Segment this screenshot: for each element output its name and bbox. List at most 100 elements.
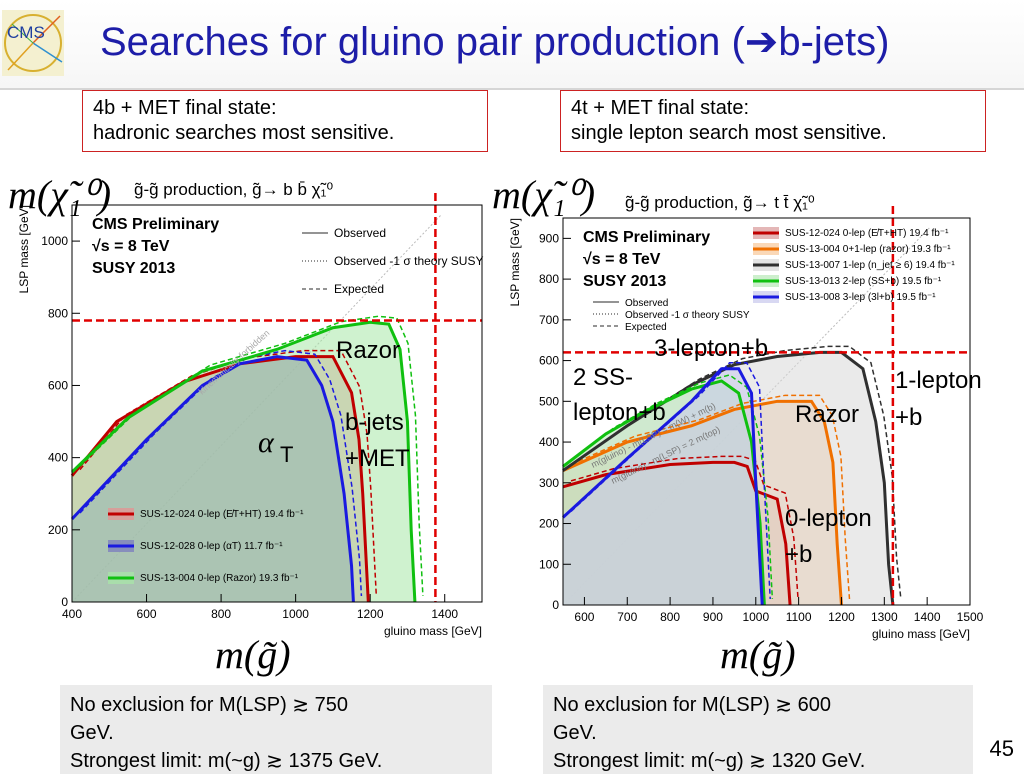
chart2-xtick-label: 1500: [957, 610, 984, 624]
chart1-series-3-fill: [72, 322, 415, 602]
chart2-annotation-razor: Razor: [795, 401, 859, 428]
chart2-annotation-2ss: 2 SS-: [573, 364, 633, 391]
chart2-ylabel: LSP mass [GeV]: [508, 218, 522, 306]
page-number: 45: [989, 736, 1014, 761]
left-info-line2: hadronic searches most sensitive.: [93, 122, 395, 144]
chart2-xtick-label: 1300: [871, 610, 898, 624]
right-footer-line2: GeV.: [553, 722, 597, 744]
right-info-line2: single lepton search most sensitive.: [571, 122, 887, 144]
chart2-style-legend-label: Observed -1 σ theory SUSY: [625, 310, 750, 321]
chart1-header-line: √s = 8 TeV: [92, 238, 170, 255]
chart1-series-3-observed-line: [70, 320, 417, 603]
chart1-annotation-razor: Razor: [336, 337, 400, 364]
right-footer-line3: Strongest limit: m(~g) ≳ 1320 GeV.: [553, 750, 866, 772]
chart1-xtick-label: 400: [62, 607, 82, 621]
chart1-style-legend-label: Expected: [334, 282, 384, 296]
chart1-header-line: CMS Preliminary: [92, 216, 219, 233]
left-info-line1: 4b + MET final state:: [93, 97, 277, 119]
chart2-ytick-label: 500: [539, 394, 559, 408]
left-footer: No exclusion for M(LSP) ≳ 750 GeV. Stron…: [60, 685, 492, 774]
chart2-legend-label: SUS-13-008 3-lep (3l+b) 19.5 fb⁻¹: [785, 292, 936, 303]
chart1-ytick-label: 600: [48, 378, 68, 392]
right-footer: No exclusion for M(LSP) ≳ 600 GeV. Stron…: [543, 685, 973, 774]
chart2-xtick-label: 1000: [742, 610, 769, 624]
chart2-legend-label: SUS-13-004 0+1-lep (razor) 19.3 fb⁻¹: [785, 244, 951, 255]
right-x-axis-symbol: m(g̃): [720, 632, 796, 677]
chart1-series-2-observed-line: [70, 355, 355, 603]
chart1-xtick-label: 1000: [282, 607, 309, 621]
chart1-xlabel: gluino mass [GeV]: [384, 624, 482, 638]
chart2-frame: [562, 217, 971, 606]
chart2-xtick-label: 600: [574, 610, 594, 624]
left-footer-line2: GeV.: [70, 722, 114, 744]
chart1-series-2-expected-line: [79, 349, 363, 597]
left-footer-line1: No exclusion for M(LSP) ≳ 750: [70, 694, 348, 716]
chart1-style-legend-label: Observed -1 σ theory SUSY: [334, 254, 483, 268]
left-x-axis-symbol: m(g̃): [215, 632, 291, 677]
chart2-ytick-label: 600: [539, 354, 559, 368]
chart2-series-2-expected-line: [570, 394, 851, 600]
chart1-annotation-bjets: b-jets: [345, 409, 404, 436]
chart2-header-line: √s = 8 TeV: [583, 251, 661, 268]
chart1-header-line: SUSY 2013: [92, 260, 175, 277]
chart2-ytick-label: 800: [539, 272, 559, 286]
chart1-legend-label: SUS-13-004 0-lep (Razor) 19.3 fb⁻¹: [140, 573, 299, 584]
right-info-box: 4t + MET final state: single lepton sear…: [560, 90, 986, 152]
chart1-ytick-label: 400: [48, 451, 68, 465]
chart2-series-3-expected-line: [570, 345, 902, 600]
chart1-xtick-label: 600: [137, 607, 157, 621]
chart1-annotation-met: +MET: [345, 445, 410, 472]
chart2-ytick-label: 300: [539, 476, 559, 490]
chart2-series-2-observed-line: [562, 399, 843, 606]
left-y-axis-symbol: m(χ̃₁⁰): [8, 172, 111, 217]
chart1-series-1-expected-line: [79, 349, 378, 597]
chart1-ytick-label: 0: [61, 595, 68, 609]
chart2-ytick-label: 900: [539, 231, 559, 245]
cms-logo-text: CMS: [7, 23, 45, 42]
chart2-xtick-label: 1100: [786, 610, 812, 624]
chart2-header-line: SUSY 2013: [583, 273, 666, 290]
chart2-series-1-expected-line: [570, 455, 799, 600]
left-info-box: 4b + MET final state: hadronic searches …: [82, 90, 488, 152]
chart1-legend-label: SUS-12-028 0-lep (αT) 11.7 fb⁻¹: [140, 541, 283, 552]
chart2-series-5-fill: [563, 368, 763, 605]
chart2-annotation-0lep-b: +b: [785, 541, 812, 568]
chart1-style-legend-label: Observed: [334, 226, 386, 240]
chart1-legend-label: SUS-12-024 0-lep (E̸T+HT) 19.4 fb⁻¹: [140, 508, 304, 520]
slide-title: Searches for gluino pair production (➔b-…: [100, 20, 890, 64]
chart1-annotation-alpha: α: [258, 426, 275, 459]
chart2-xtick-label: 1200: [828, 610, 855, 624]
chart2-series-5-expected-line: [570, 361, 771, 600]
chart2-annotation-1lep: 1-lepton: [895, 367, 982, 394]
chart1-xtick-label: 800: [211, 607, 231, 621]
chart2-style-legend-label: Expected: [625, 322, 667, 333]
chart1-xtick-label: 1200: [357, 607, 384, 621]
chart1-ylabel: LSP mass [GeV]: [17, 205, 31, 293]
cms-logo: CMS: [2, 10, 64, 76]
slide-header: CMS Searches for gluino pair production …: [0, 0, 1024, 90]
chart2-annotation-2ss-b: lepton+b: [573, 399, 666, 426]
chart2-ytick-label: 400: [539, 435, 559, 449]
right-y-axis-symbol: m(χ̃₁⁰): [492, 172, 595, 217]
chart2-xtick-label: 800: [660, 610, 680, 624]
chart2-series-5-observed-line: [561, 367, 764, 606]
chart2-legend-label: SUS-12-024 0-lep (E̸T+HT) 19.4 fb⁻¹: [785, 227, 949, 239]
chart2-annotation-1lep-b: +b: [895, 404, 922, 431]
chart2-ytick-label: 0: [552, 598, 559, 612]
chart1-ytick-label: 800: [48, 306, 68, 320]
chart2-xtick-label: 1400: [914, 610, 941, 624]
chart1-ytick-label: 1000: [41, 234, 68, 248]
chart1-annotation-t: T: [280, 442, 293, 467]
chart2-xtick-label: 700: [617, 610, 637, 624]
chart2-legend-label: SUS-13-013 2-lep (SS+b) 19.5 fb⁻¹: [785, 276, 942, 287]
chart2-title: g̃-g̃ production, g̃→ t t̄ χ̃₁⁰: [625, 193, 815, 212]
chart2-xtick-label: 900: [703, 610, 723, 624]
chart2-xlabel: gluino mass [GeV]: [872, 627, 970, 641]
chart1-title: g̃-g̃ production, g̃→ b b̄ χ̃₁⁰: [134, 180, 333, 199]
chart2-annotation-0lep: 0-lepton: [785, 505, 872, 532]
chart2-ytick-label: 200: [539, 517, 559, 531]
right-footer-line1: No exclusion for M(LSP) ≳ 600: [553, 694, 831, 716]
chart2-ytick-label: 100: [539, 557, 559, 571]
chart2-style-legend-label: Observed: [625, 298, 668, 309]
